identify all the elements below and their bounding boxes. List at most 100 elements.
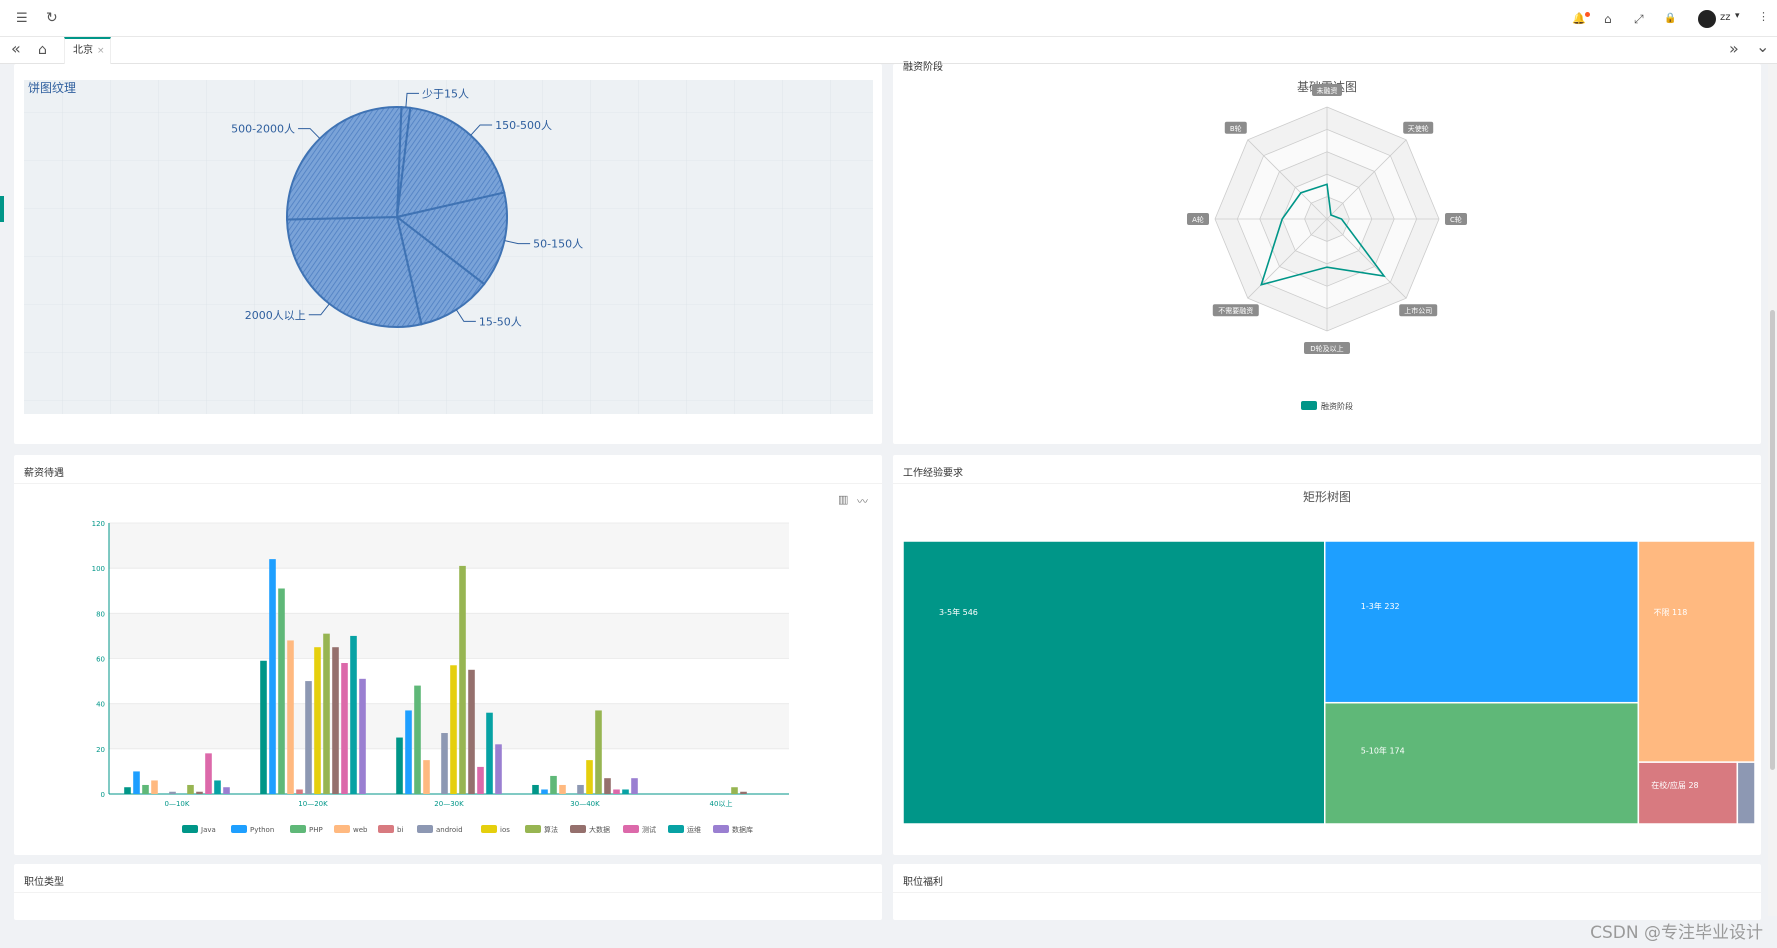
treemap-cell-label: 5-10年 174 — [1361, 746, 1405, 756]
tab-close-icon[interactable]: × — [97, 46, 105, 56]
pie-slice — [395, 214, 486, 326]
bar-Java — [532, 784, 539, 794]
radar-series-line — [1260, 183, 1386, 286]
tab-bar: « ⌂ 北京 × » ⌄ — [0, 37, 1777, 64]
tabs-prev-icon[interactable]: « — [11, 39, 21, 58]
bar-Java — [124, 787, 131, 794]
tab-beijing[interactable]: 北京 × — [64, 37, 111, 64]
bar-legend-label: android — [436, 826, 463, 834]
bar-legend-swatch — [378, 825, 394, 833]
refresh-icon[interactable]: ↻ — [46, 10, 58, 26]
treemap-cell — [902, 540, 1326, 825]
radar-indicator-bg — [1224, 121, 1247, 134]
salary-card: 薪资待遇 ▥ 〰 0 20 40 60 80 100 120 0—10K 10—20K 20—30… — [14, 455, 882, 855]
bar-android — [169, 791, 176, 794]
bar-Python — [269, 559, 276, 794]
salary-card-title: 薪资待遇 — [24, 468, 64, 479]
bar-y-tick-label: 40 — [96, 701, 105, 709]
treemap-cell-label: 3-5年 546 — [939, 607, 978, 617]
benefit-card: 职位福利 — [893, 864, 1761, 920]
pie-chart: 饼图纹理 少于15人 150-500人 50-150人 15-50人 2000人以上 50… — [24, 80, 873, 414]
radar-card-title: 融资阶段 — [903, 62, 943, 73]
bar-x-tick-label: 40以上 — [710, 799, 733, 808]
side-accent — [0, 196, 4, 222]
avatar[interactable] — [1698, 10, 1716, 28]
bar-bi — [296, 789, 303, 794]
fullscreen-icon[interactable]: ⤢ — [1634, 12, 1644, 26]
bar-legend-label: 大数据 — [589, 825, 610, 834]
bar-PHP — [278, 588, 285, 794]
radar-indicator-label: B轮 — [1230, 124, 1242, 133]
bar-legend-swatch — [668, 825, 684, 833]
watermark: CSDN @专注毕业设计 — [1590, 923, 1763, 943]
bar-Java — [396, 737, 403, 794]
pie-slice-label: 150-500人 — [495, 119, 552, 132]
bar-legend-label: Python — [250, 826, 274, 834]
radar-indicator-label: D轮及以上 — [1310, 344, 1343, 353]
treemap-cell — [1637, 540, 1756, 763]
bar-Python — [133, 771, 140, 794]
bar-legend-swatch — [623, 825, 639, 833]
tabs-next-icon[interactable]: » — [1729, 39, 1739, 58]
treemap-cell — [1324, 540, 1640, 704]
treemap-cell-label: 在校/应届 28 — [1651, 780, 1698, 790]
home-icon[interactable]: ⌂ — [38, 42, 47, 58]
radar-legend-swatch — [1301, 401, 1317, 410]
bar-legend-swatch — [525, 825, 541, 833]
lock-icon[interactable]: 🔒 — [1664, 13, 1677, 24]
jobtype-card: 职位类型 — [14, 864, 882, 920]
benefit-card-title: 职位福利 — [903, 877, 943, 888]
pie-slice-label: 50-150人 — [533, 238, 583, 251]
bar-ios — [314, 647, 321, 794]
bar-legend-label: 测试 — [642, 825, 656, 834]
bar-legend-swatch — [417, 825, 433, 833]
bell-icon[interactable]: 🔔 — [1572, 12, 1586, 25]
bar-legend-label: Java — [200, 826, 216, 834]
notification-dot — [1585, 12, 1590, 17]
user-dropdown-icon[interactable]: ▾ — [1735, 11, 1740, 21]
bar-测试 — [341, 663, 348, 794]
bar-web — [287, 640, 294, 794]
bar-y-tick-label: 60 — [96, 656, 105, 664]
treemap-cell — [1324, 701, 1640, 825]
bar-legend-label: 算法 — [544, 825, 558, 834]
treemap-chart-title: 矩形树图 — [1303, 489, 1351, 504]
bar-大数据 — [332, 647, 339, 794]
line-type-icon[interactable]: 〰 — [857, 495, 868, 508]
radar-indicator-bg — [1304, 342, 1350, 354]
bar-y-tick-label: 100 — [92, 565, 105, 573]
bar-运维 — [486, 712, 493, 794]
bar-type-icon[interactable]: ▥ — [838, 493, 849, 506]
bar-legend-label: 运维 — [687, 825, 701, 834]
more-icon[interactable]: ⋮ — [1758, 10, 1769, 23]
bar-运维 — [350, 635, 357, 794]
tabs-menu-icon[interactable]: ⌄ — [1756, 37, 1770, 56]
top-header: ☰ ↻ 🔔 ⌂ ⤢ 🔒 zz ▾ ⋮ — [0, 0, 1777, 37]
bar-legend-swatch — [231, 825, 247, 833]
radar-indicator-bg — [1403, 121, 1434, 134]
bar-android — [305, 681, 312, 794]
tag-icon[interactable]: ⌂ — [1604, 12, 1612, 26]
radar-indicator-bg — [1445, 213, 1467, 225]
bar-数据库 — [223, 787, 230, 794]
bar-x-tick-label: 10—20K — [298, 800, 328, 808]
bar-legend-label: PHP — [309, 826, 323, 834]
radar-indicator-bg — [1312, 84, 1342, 96]
bar-数据库 — [631, 778, 638, 794]
bar-Python — [541, 789, 548, 794]
bar-web — [151, 780, 158, 794]
treemap-card-title: 工作经验要求 — [903, 468, 963, 479]
pie-slice — [394, 191, 508, 286]
user-name[interactable]: zz — [1720, 12, 1731, 23]
bar-x-tick-label: 0—10K — [165, 800, 190, 808]
treemap-cell-label: 不限 118 — [1654, 608, 1688, 617]
bar-运维 — [214, 780, 221, 794]
radar-axis — [1326, 139, 1407, 220]
bar-grid-band — [109, 523, 789, 569]
bar-大数据 — [604, 778, 611, 794]
scrollbar-thumb[interactable] — [1770, 310, 1775, 770]
bar-legend-swatch — [182, 825, 198, 833]
pie-title: 饼图纹理 — [28, 81, 76, 95]
menu-icon[interactable]: ☰ — [16, 11, 28, 26]
bar-android — [577, 784, 584, 794]
